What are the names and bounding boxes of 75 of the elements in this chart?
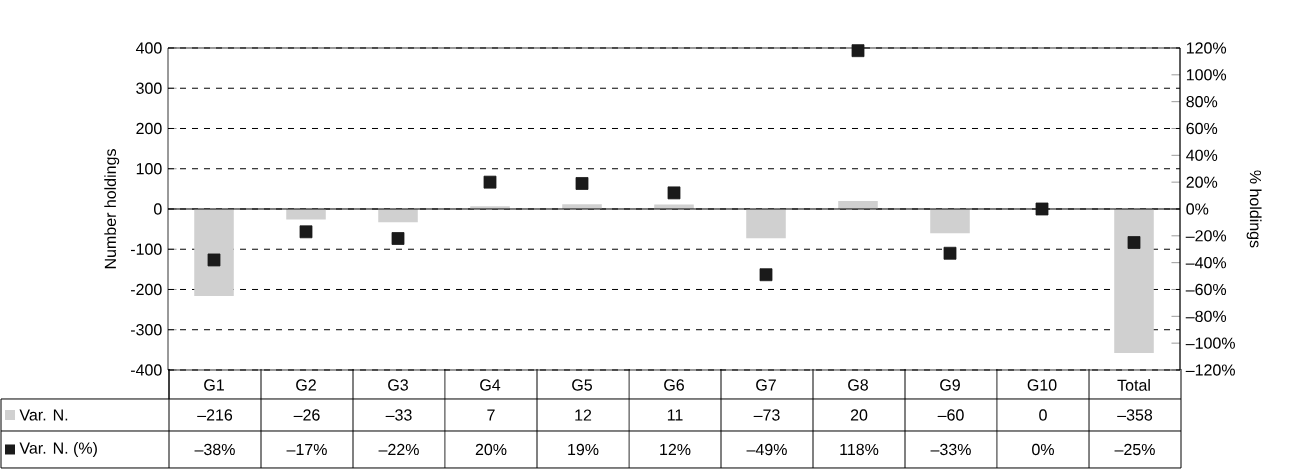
y-axis-title: Number holdings — [104, 149, 120, 269]
y2-tick-label: –40% — [1185, 256, 1227, 269]
point — [391, 232, 405, 245]
y2-axis-title: % holdings — [1246, 170, 1262, 248]
data-label: –38% — [194, 443, 235, 456]
y2-tick-label: 0% — [1186, 203, 1209, 215]
data-label: 12 — [575, 409, 592, 421]
point — [943, 246, 957, 260]
point — [575, 177, 589, 190]
y2-tick-label: 40% — [1186, 149, 1218, 161]
data-label: 7 — [487, 409, 495, 421]
point — [1035, 202, 1049, 216]
data-label: –60 — [937, 409, 964, 421]
data-label: 11 — [667, 409, 683, 421]
x-tick-label: G8 — [848, 379, 868, 391]
legend-label: Var. N. — [19, 409, 68, 421]
point — [299, 225, 313, 239]
data-label: 0% — [1032, 443, 1054, 456]
legend-label: Var. N. (%) — [19, 442, 97, 457]
y-tick-label: 0 — [154, 203, 162, 215]
y-tick-label: 400 — [135, 42, 162, 54]
y2-tick-label: 60% — [1186, 122, 1218, 135]
x-tick-label: G6 — [664, 379, 684, 391]
data-label: 20 — [850, 409, 868, 421]
x-tick-label: G10 — [1027, 379, 1057, 391]
y-tick-label: 300 — [136, 82, 162, 94]
data-label: –33% — [930, 443, 971, 456]
y-tick-label: 200 — [136, 122, 162, 135]
point — [207, 253, 221, 267]
point — [483, 175, 497, 189]
bar — [194, 208, 234, 296]
data-label: 0 — [1039, 409, 1047, 421]
y-tick-label: -200 — [130, 283, 162, 296]
data-label: –33 — [385, 409, 412, 421]
data-label: –22% — [378, 443, 419, 456]
bar — [1114, 208, 1154, 354]
point — [1127, 236, 1141, 249]
point — [759, 268, 773, 282]
y2-tick-label: 100% — [1186, 69, 1227, 81]
bar — [378, 208, 418, 223]
bar — [930, 208, 970, 234]
x-tick-label: G5 — [572, 379, 592, 391]
x-tick-label: G2 — [296, 379, 316, 391]
point — [851, 44, 865, 58]
x-tick-label: G9 — [940, 379, 960, 391]
y2-tick-label: 80% — [1186, 96, 1218, 108]
y-tick-label: -400 — [130, 364, 162, 376]
y-tick-label: -300 — [130, 324, 162, 336]
y2-tick-label: –20% — [1185, 230, 1227, 242]
data-label: –358 — [1117, 409, 1153, 421]
y2-tick-label: –80% — [1185, 310, 1227, 322]
data-label: –216 — [197, 409, 233, 421]
point — [667, 186, 681, 200]
y2-tick-label: –100% — [1185, 337, 1235, 349]
x-tick-label: G1 — [204, 379, 224, 391]
y2-tick-label: –120% — [1185, 364, 1235, 376]
x-tick-label: G3 — [388, 379, 408, 391]
bar — [746, 208, 786, 239]
data-label: 19% — [568, 443, 599, 456]
y2-tick-label: 120% — [1186, 42, 1227, 54]
x-tick-label: G7 — [756, 379, 776, 391]
data-label: –26 — [293, 409, 320, 421]
y2-tick-label: 20% — [1186, 176, 1218, 188]
y-tick-label: 100 — [136, 163, 162, 175]
data-label: 12% — [660, 443, 691, 456]
x-tick-label: G4 — [480, 379, 501, 391]
x-tick-label: Total — [1117, 379, 1150, 391]
data-label: –73 — [753, 409, 780, 421]
y-tick-label: -100 — [130, 243, 162, 255]
data-label: –17% — [286, 443, 327, 456]
data-label: 20% — [475, 443, 507, 456]
data-label: 118% — [840, 443, 879, 456]
data-label: –49% — [746, 443, 787, 456]
data-label: –25% — [1114, 443, 1155, 456]
y2-tick-label: –60% — [1185, 283, 1227, 296]
